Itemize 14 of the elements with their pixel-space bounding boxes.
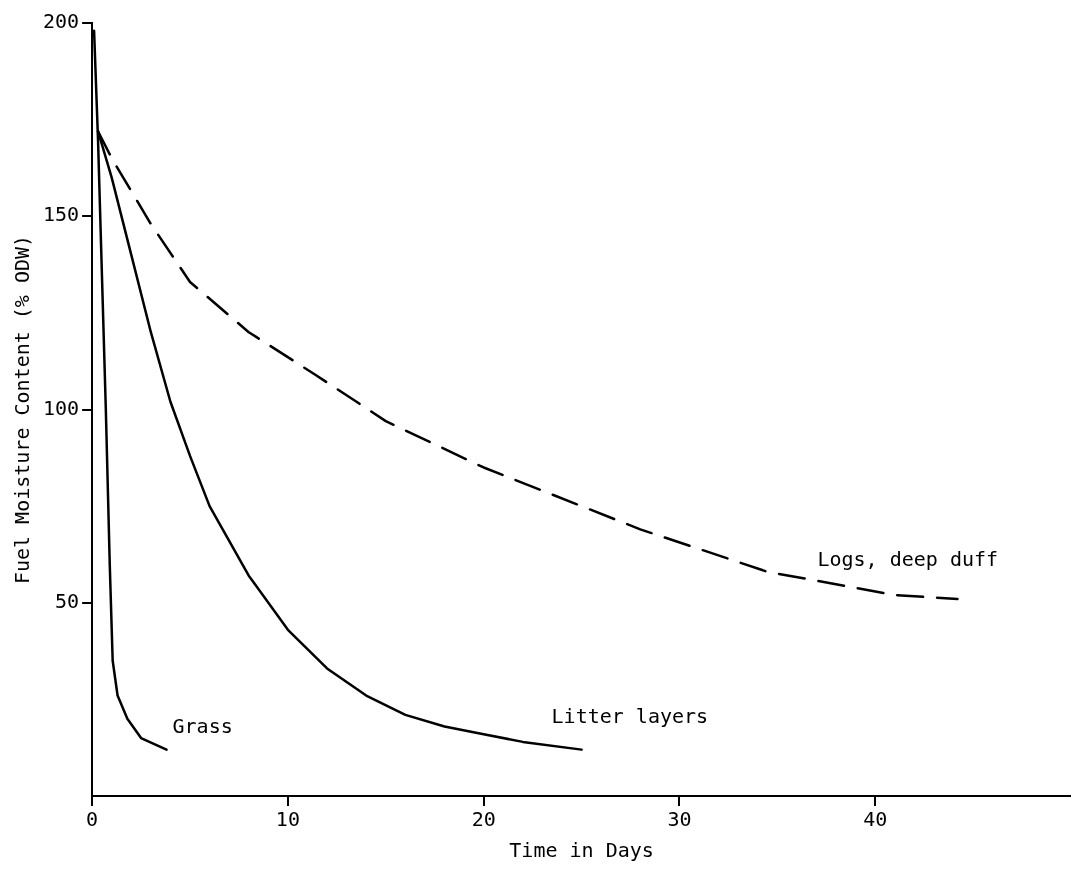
y-axis-title: Fuel Moisture Content (% ODW) (10, 234, 35, 585)
y-tick-label: 100 (43, 395, 80, 420)
y-tick-label: 150 (43, 202, 80, 227)
series-label: Logs, deep duff (817, 547, 999, 572)
series-label: Grass (172, 713, 233, 738)
x-tick-label: 20 (471, 807, 496, 832)
y-tick-label: 50 (55, 588, 80, 613)
x-tick-label: 10 (275, 807, 300, 832)
x-tick-label: 0 (86, 807, 99, 832)
series-label: Litter layers (551, 703, 709, 728)
y-tick-label: 200 (43, 9, 80, 34)
x-tick-label: 30 (667, 807, 692, 832)
x-tick-label: 40 (863, 807, 888, 832)
x-axis-title: Time in Days (509, 838, 654, 863)
